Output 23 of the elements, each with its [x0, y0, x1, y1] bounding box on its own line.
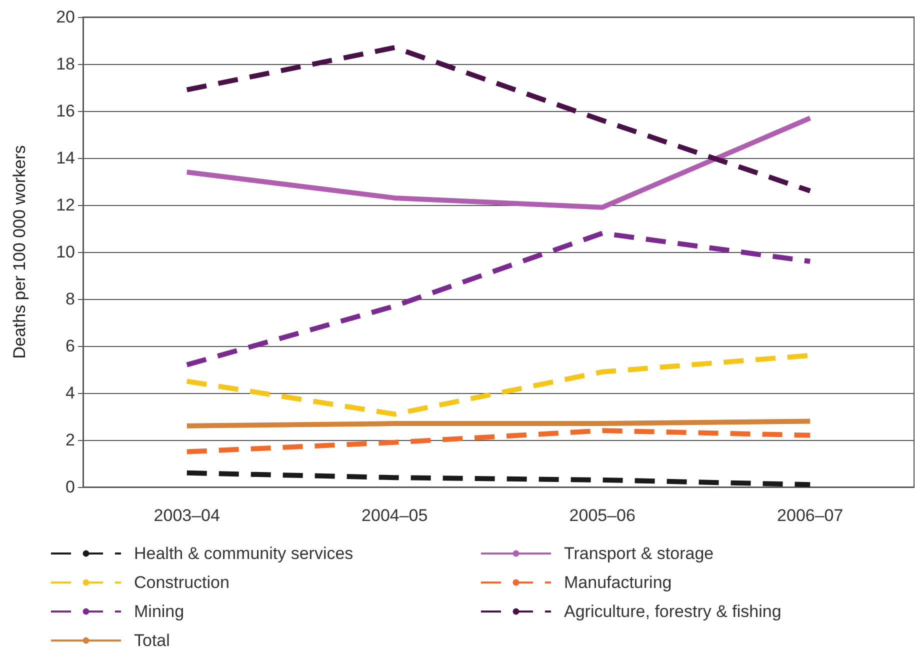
legend-label: Transport & storage: [564, 544, 714, 563]
legend-label: Health & community services: [134, 544, 354, 563]
legend-label: Agriculture, forestry & fishing: [564, 602, 782, 621]
y-tick-label: 12: [56, 196, 75, 214]
y-tick-label: 6: [66, 336, 75, 356]
x-tick-label: 2005–06: [569, 506, 636, 525]
x-tick-label: 2003–04: [154, 506, 220, 525]
y-tick-label: 16: [56, 102, 75, 120]
legend-label: Construction: [134, 573, 230, 592]
y-tick-label: 8: [66, 290, 75, 308]
y-tick-label: 4: [66, 384, 75, 402]
y-tick-label: 10: [56, 242, 75, 262]
x-tick-label: 2004–05: [362, 506, 428, 525]
y-tick-label: 0: [66, 478, 75, 496]
y-axis-title: Deaths per 100 000 workers: [10, 145, 29, 359]
y-tick-label: 14: [56, 148, 75, 168]
legend-label: Mining: [134, 602, 184, 621]
y-tick-label: 18: [56, 54, 75, 74]
y-tick-label: 20: [56, 8, 75, 26]
legend-label: Total: [134, 631, 170, 650]
y-tick-label: 2: [66, 430, 75, 450]
legend-label: Manufacturing: [564, 573, 672, 592]
x-tick-label: 2006–07: [777, 506, 844, 525]
